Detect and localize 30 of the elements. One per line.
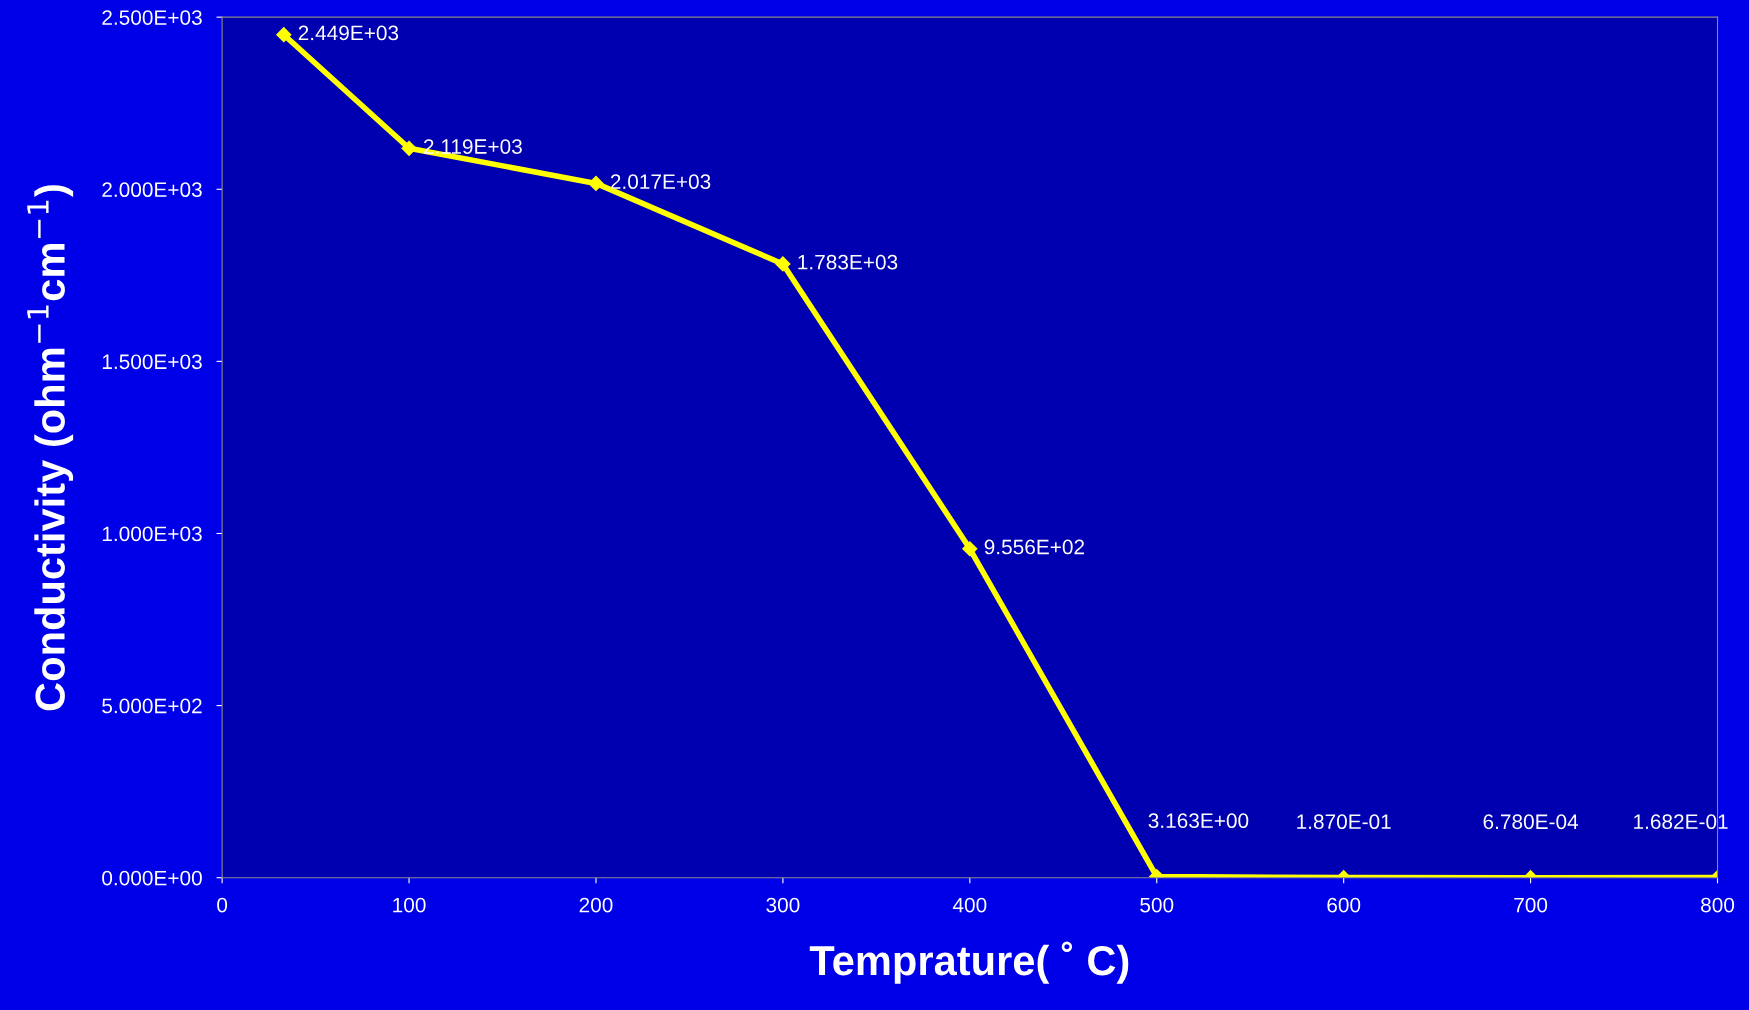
- data-label: 2.017E+03: [610, 174, 711, 190]
- x-axis-title: Temprature( ˚ C): [809, 941, 1129, 984]
- data-label: 1.783E+03: [798, 254, 898, 270]
- y-tick-label: 0.000E+00: [102, 870, 202, 886]
- data-label: 2.449E+03: [298, 25, 399, 41]
- x-tick-label: 600: [1327, 897, 1361, 913]
- x-tick-label: 100: [393, 897, 426, 913]
- x-tick-label: 200: [579, 897, 613, 913]
- x-tick-label: 500: [1140, 897, 1174, 913]
- point: [276, 27, 292, 43]
- point: [401, 140, 417, 156]
- data-label: 1.682E-01: [1634, 814, 1728, 830]
- data-label: 9.556E+02: [984, 539, 1085, 555]
- y-tick-label: 2.000E+03: [102, 182, 202, 198]
- data-label: 1.870E-01: [1297, 814, 1391, 830]
- x-tick-label: 700: [1514, 897, 1548, 913]
- y-tick-label: 5.000E+02: [102, 698, 202, 714]
- x-tick-label: 300: [766, 897, 800, 913]
- y-tick-label: 1.500E+03: [102, 354, 202, 370]
- x-tick-label: 800: [1701, 897, 1735, 913]
- data-label: 6.780E-04: [1483, 814, 1579, 830]
- point: [588, 175, 604, 191]
- x-tick-label: 400: [952, 897, 987, 913]
- y-tick-label: 1.000E+03: [102, 526, 202, 542]
- x-tick-label: 0: [217, 897, 228, 913]
- point: [775, 256, 791, 272]
- y-axis-title: Conductivity (ohm$^{−1}$cm$^{−1}$): [27, 185, 74, 711]
- data-label: 3.163E+00: [1148, 813, 1249, 829]
- data-label: 2.119E+03: [423, 139, 522, 154]
- y-tick-label: 2.500E+03: [102, 10, 202, 25]
